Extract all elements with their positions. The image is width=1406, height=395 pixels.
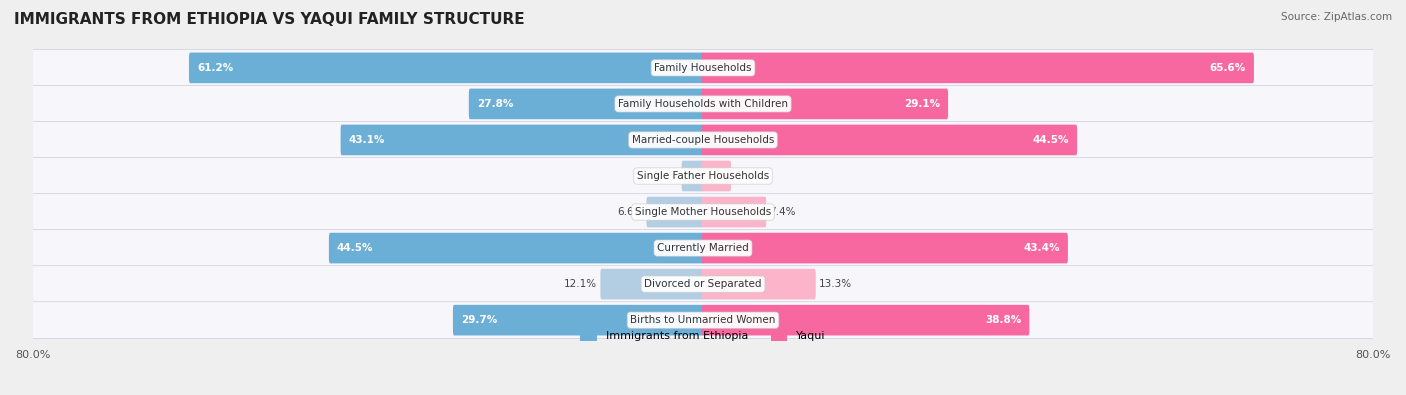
Text: 44.5%: 44.5% (337, 243, 374, 253)
FancyBboxPatch shape (682, 161, 704, 191)
FancyBboxPatch shape (32, 230, 1374, 267)
FancyBboxPatch shape (702, 269, 815, 299)
Text: 12.1%: 12.1% (564, 279, 598, 289)
Text: 43.4%: 43.4% (1024, 243, 1060, 253)
Text: Births to Unmarried Women: Births to Unmarried Women (630, 315, 776, 325)
FancyBboxPatch shape (32, 158, 1374, 194)
FancyBboxPatch shape (32, 302, 1374, 339)
Legend: Immigrants from Ethiopia, Yaqui: Immigrants from Ethiopia, Yaqui (576, 326, 830, 346)
Text: 38.8%: 38.8% (986, 315, 1021, 325)
Text: Married-couple Households: Married-couple Households (631, 135, 775, 145)
FancyBboxPatch shape (188, 53, 704, 83)
FancyBboxPatch shape (329, 233, 704, 263)
Text: 44.5%: 44.5% (1032, 135, 1069, 145)
FancyBboxPatch shape (453, 305, 704, 335)
FancyBboxPatch shape (32, 49, 1374, 86)
Text: 27.8%: 27.8% (477, 99, 513, 109)
Text: 29.1%: 29.1% (904, 99, 941, 109)
Text: 29.7%: 29.7% (461, 315, 498, 325)
FancyBboxPatch shape (702, 53, 1254, 83)
Text: Family Households with Children: Family Households with Children (619, 99, 787, 109)
FancyBboxPatch shape (468, 88, 704, 119)
FancyBboxPatch shape (32, 194, 1374, 230)
Text: Divorced or Separated: Divorced or Separated (644, 279, 762, 289)
Text: Family Households: Family Households (654, 63, 752, 73)
Text: Single Father Households: Single Father Households (637, 171, 769, 181)
FancyBboxPatch shape (702, 125, 1077, 155)
Text: 43.1%: 43.1% (349, 135, 385, 145)
Text: 2.4%: 2.4% (652, 171, 679, 181)
Text: 3.2%: 3.2% (734, 171, 761, 181)
FancyBboxPatch shape (702, 197, 766, 228)
Text: IMMIGRANTS FROM ETHIOPIA VS YAQUI FAMILY STRUCTURE: IMMIGRANTS FROM ETHIOPIA VS YAQUI FAMILY… (14, 12, 524, 27)
FancyBboxPatch shape (702, 305, 1029, 335)
FancyBboxPatch shape (32, 86, 1374, 122)
Text: Currently Married: Currently Married (657, 243, 749, 253)
FancyBboxPatch shape (647, 197, 704, 228)
FancyBboxPatch shape (702, 88, 948, 119)
Text: 6.6%: 6.6% (617, 207, 644, 217)
FancyBboxPatch shape (702, 233, 1069, 263)
Text: Single Mother Households: Single Mother Households (636, 207, 770, 217)
FancyBboxPatch shape (32, 122, 1374, 158)
FancyBboxPatch shape (340, 125, 704, 155)
Text: 7.4%: 7.4% (769, 207, 796, 217)
Text: Source: ZipAtlas.com: Source: ZipAtlas.com (1281, 12, 1392, 22)
Text: 61.2%: 61.2% (197, 63, 233, 73)
FancyBboxPatch shape (600, 269, 704, 299)
FancyBboxPatch shape (702, 161, 731, 191)
FancyBboxPatch shape (32, 266, 1374, 303)
Text: 65.6%: 65.6% (1209, 63, 1246, 73)
Text: 13.3%: 13.3% (818, 279, 852, 289)
